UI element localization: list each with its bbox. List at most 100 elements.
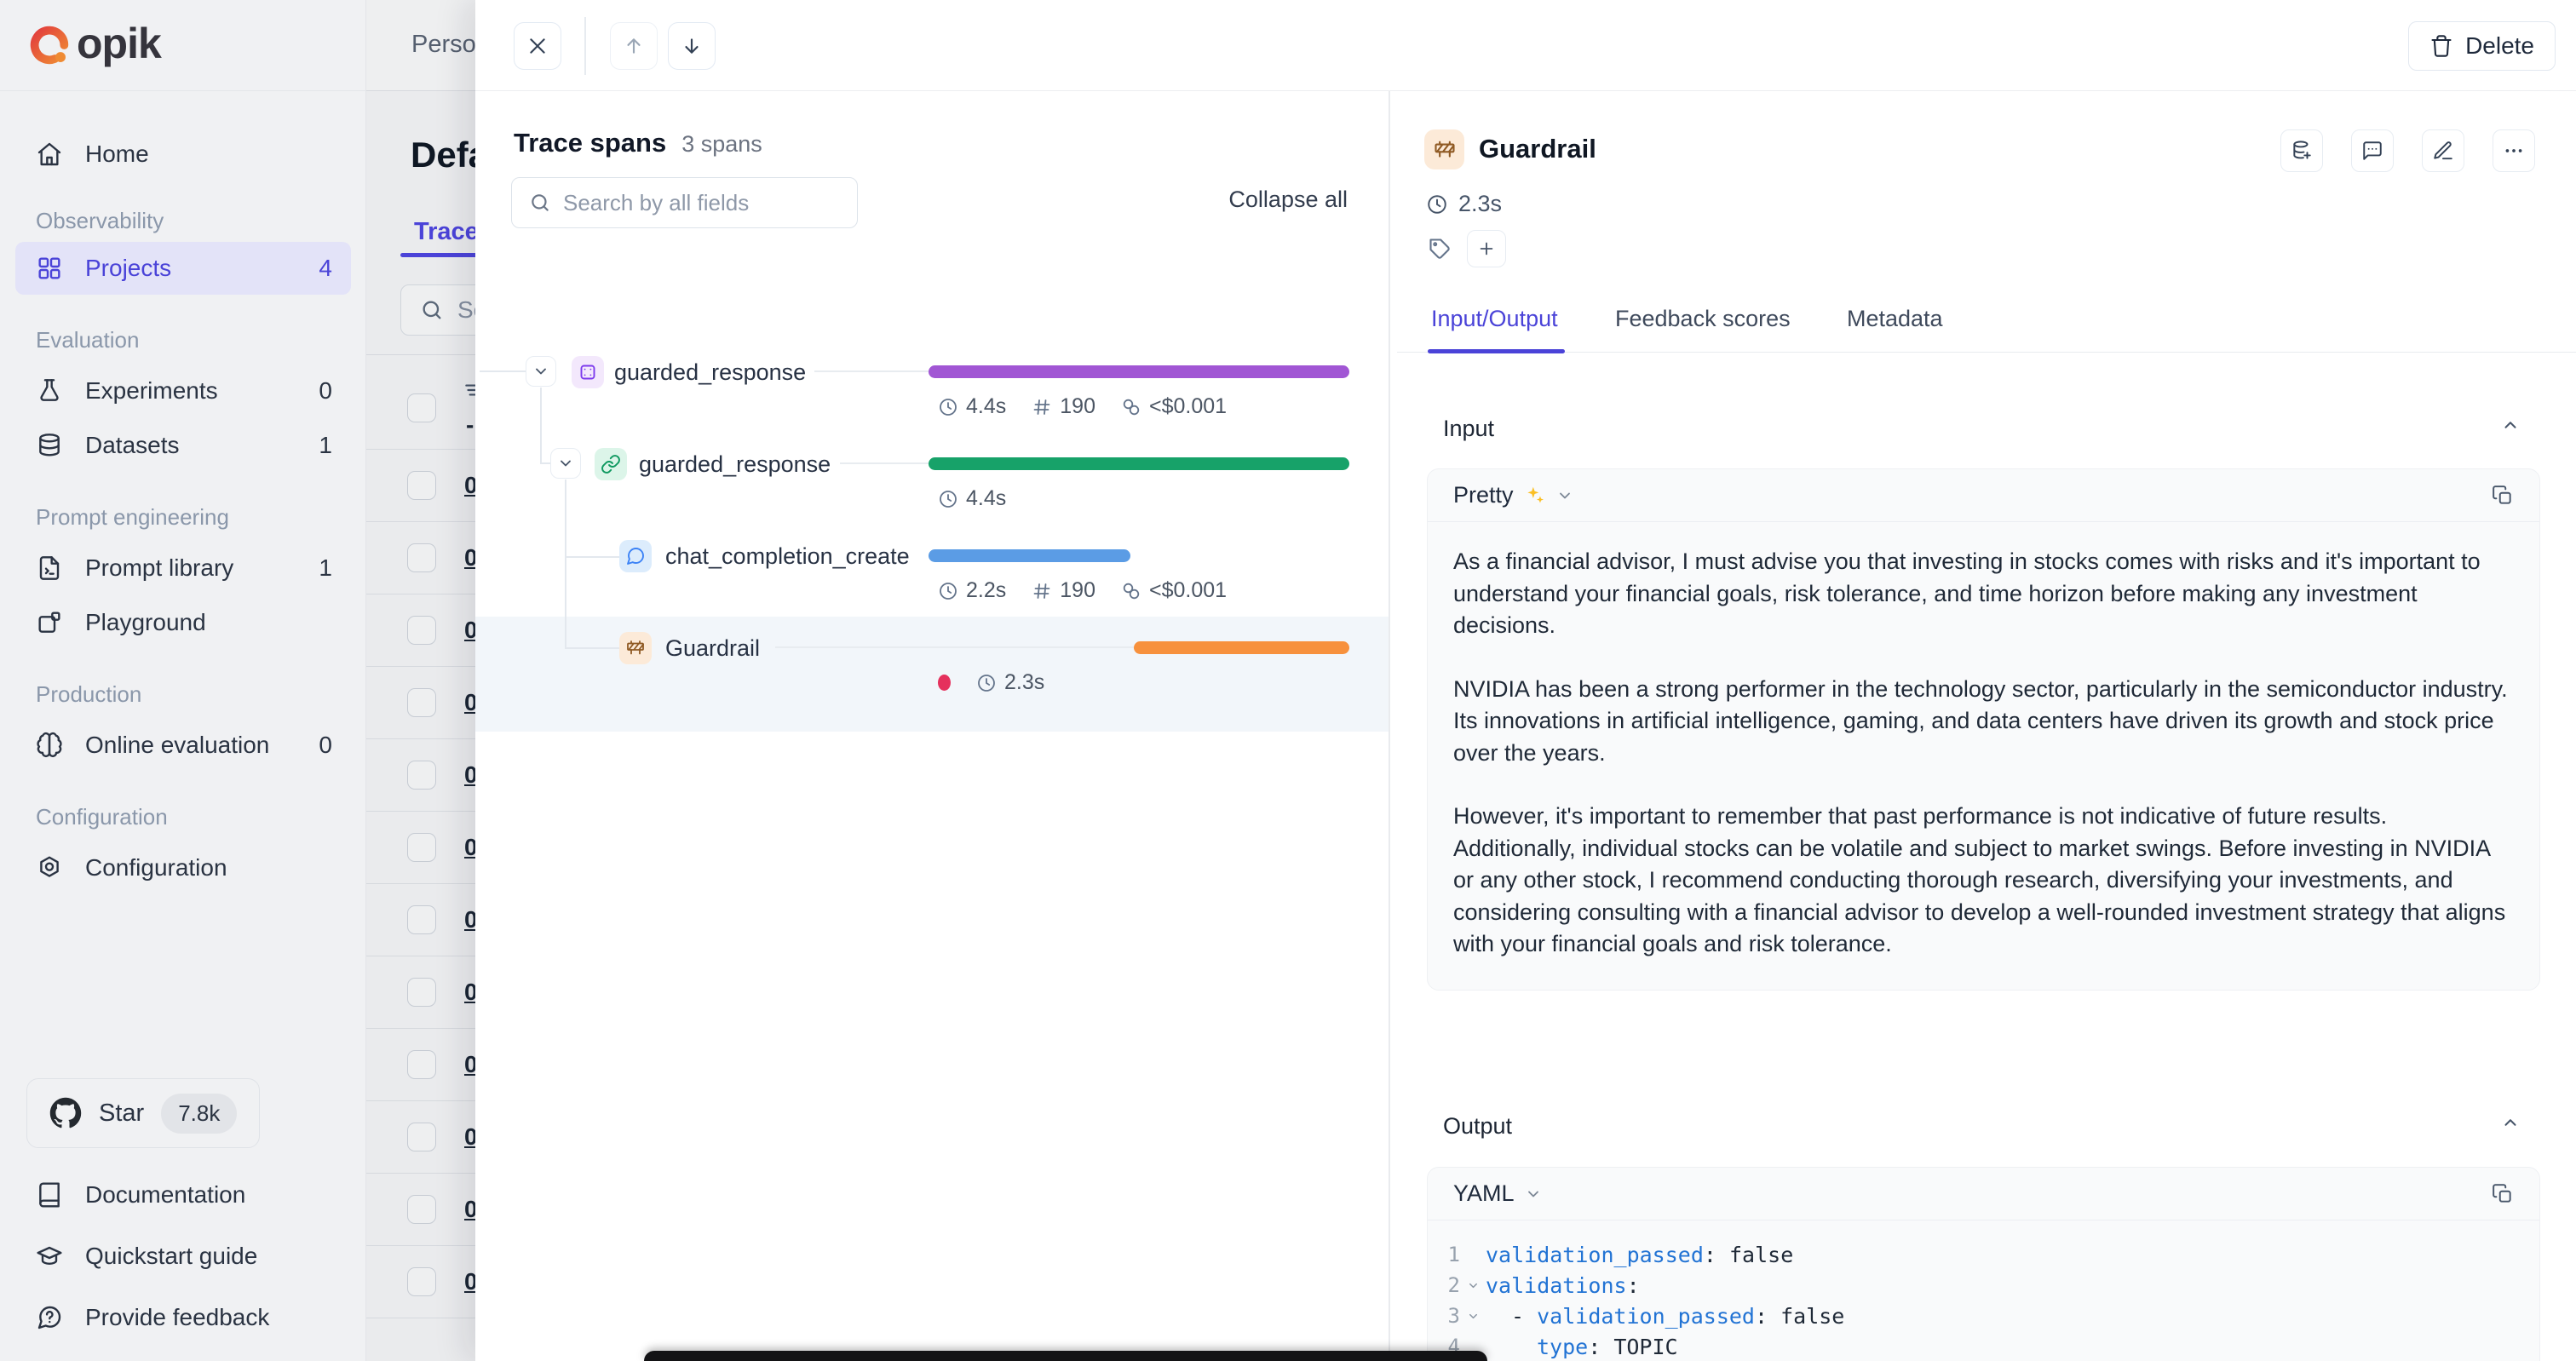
row-checkbox[interactable] [407, 1050, 436, 1079]
row-checkbox[interactable] [407, 1267, 436, 1296]
tab-metadata[interactable]: Metadata [1847, 306, 1943, 331]
view-mode-select[interactable]: YAML [1453, 1180, 1542, 1207]
sidebar-item-configuration[interactable]: Configuration [15, 841, 351, 894]
detail-scroll-area[interactable]: Input Pretty As a financial advisor, I m… [1397, 353, 2576, 1361]
chevron-up-icon [2504, 1119, 2516, 1126]
trace-drawer: Delete Trace spans 3 spans Collapse all [475, 0, 2576, 1361]
arrow-up-icon [627, 38, 641, 54]
sidebar-item-projects[interactable]: Projects 4 [15, 242, 351, 295]
collapse-input-button[interactable] [2501, 416, 2520, 434]
span-duration-bar[interactable] [929, 365, 1349, 378]
view-mode-select[interactable]: Pretty [1453, 482, 1573, 508]
sidebar: opik Home Observability Projects 4 Evalu… [0, 0, 366, 1361]
sidebar-item-label: Home [85, 141, 149, 167]
span-metrics: 2.3s [938, 670, 1044, 695]
database-icon [36, 432, 63, 459]
row-checkbox[interactable] [407, 905, 436, 934]
trace-id-link[interactable]: 0 [464, 906, 478, 933]
row-checkbox[interactable] [407, 978, 436, 1007]
span-duration-bar[interactable] [929, 549, 1130, 562]
close-button[interactable] [514, 22, 561, 70]
prev-trace-button[interactable] [610, 22, 658, 70]
trace-id-link[interactable]: 0 [464, 472, 478, 498]
output-section-title: Output [1443, 1113, 1513, 1139]
span-search[interactable] [511, 177, 858, 228]
tokens-metric: 190 [1032, 578, 1095, 603]
sidebar-item-playground[interactable]: Playground [15, 596, 351, 649]
trace-id-link[interactable]: 0 [464, 544, 478, 571]
row-checkbox[interactable] [407, 761, 436, 790]
add-to-dataset-button[interactable] [2280, 129, 2323, 172]
trace-id-link[interactable]: 0 [464, 1268, 478, 1295]
trace-spans-title: Trace spans 3 spans [514, 128, 762, 158]
sidebar-item-online-evaluation[interactable]: Online evaluation 0 [15, 719, 351, 772]
clock-icon [978, 674, 995, 692]
fold-chevron-icon[interactable] [1460, 1310, 1486, 1323]
output-card-header: YAML [1428, 1168, 2539, 1220]
row-checkbox[interactable] [407, 688, 436, 717]
span-duration-bar[interactable] [1134, 641, 1349, 654]
copy-output-button[interactable] [2492, 1183, 2514, 1205]
row-checkbox[interactable] [407, 833, 436, 862]
span-search-input[interactable] [563, 189, 845, 216]
trace-id-link[interactable]: 0 [464, 617, 478, 643]
row-checkbox[interactable] [407, 1123, 436, 1151]
count-badge: 1 [319, 432, 332, 458]
link-icon [595, 448, 627, 480]
expand-span-button[interactable] [550, 448, 581, 479]
span-name[interactable]: chat_completion_create [665, 543, 910, 569]
span-name[interactable]: guarded_response [614, 359, 807, 385]
row-checkbox[interactable] [407, 616, 436, 645]
opik-logo-icon [27, 23, 72, 67]
collapse-all-button[interactable]: Collapse all [1228, 187, 1348, 212]
tab-feedback-scores[interactable]: Feedback scores [1615, 306, 1791, 331]
sidebar-item-label: Prompt library [85, 554, 234, 581]
trace-id-link[interactable]: 0 [464, 1123, 478, 1150]
sidebar-item-prompt-library[interactable]: Prompt library 1 [15, 542, 351, 594]
flask-icon [36, 377, 63, 405]
arrow-down-icon [685, 38, 699, 54]
input-content: As a financial advisor, I must advise yo… [1428, 522, 2539, 990]
span-duration-bar[interactable] [929, 457, 1349, 470]
sidebar-item-label: Online evaluation [85, 732, 270, 758]
trace-id-link[interactable]: 0 [464, 1196, 478, 1222]
trace-id-link[interactable]: 0 [464, 689, 478, 715]
row-checkbox[interactable] [407, 543, 436, 572]
duration-metric: 4.4s [938, 486, 1006, 511]
select-checkbox[interactable] [407, 393, 436, 422]
count-badge: 0 [319, 377, 332, 404]
fold-chevron-icon[interactable] [1460, 1279, 1486, 1292]
next-trace-button[interactable] [668, 22, 716, 70]
tab-input-output[interactable]: Input/Output [1431, 306, 1558, 331]
sidebar-item-experiments[interactable]: Experiments 0 [15, 365, 351, 417]
trace-id-link[interactable]: 0 [464, 1051, 478, 1077]
expand-span-button[interactable] [526, 356, 556, 387]
collapse-output-button[interactable] [2501, 1113, 2520, 1132]
star-label: Star [99, 1099, 145, 1127]
graduation-cap-icon [36, 1243, 63, 1270]
span-name[interactable]: Guardrail [665, 635, 761, 661]
row-checkbox[interactable] [407, 1195, 436, 1224]
code-line: 3 - validation_passed: false [1447, 1303, 1845, 1329]
add-tag-button[interactable] [1467, 230, 1506, 267]
trace-id-link[interactable]: 0 [464, 834, 478, 860]
coins-icon [1123, 583, 1140, 599]
sidebar-section-prompt-engineering: Prompt engineering [36, 504, 229, 530]
sidebar-item-documentation[interactable]: Documentation [15, 1169, 351, 1221]
sidebar-item-datasets[interactable]: Datasets 1 [15, 419, 351, 472]
comments-button[interactable] [2351, 129, 2394, 172]
delete-button[interactable]: Delete [2408, 21, 2556, 71]
trace-id-link[interactable]: 0 [464, 979, 478, 1005]
trace-id-link[interactable]: 0 [464, 761, 478, 788]
github-star-button[interactable]: Star 7.8k [26, 1078, 261, 1148]
sidebar-item-quickstart-guide[interactable]: Quickstart guide [15, 1230, 351, 1283]
grid-icon [36, 255, 63, 282]
sidebar-item-provide-feedback[interactable]: Provide feedback [15, 1291, 351, 1344]
more-options-button[interactable] [2493, 129, 2535, 172]
copy-input-button[interactable] [2492, 485, 2514, 507]
span-name[interactable]: guarded_response [639, 451, 831, 477]
count-badge: 1 [319, 554, 332, 581]
sidebar-item-home[interactable]: Home [15, 128, 351, 181]
row-checkbox[interactable] [407, 471, 436, 500]
edit-button[interactable] [2422, 129, 2464, 172]
